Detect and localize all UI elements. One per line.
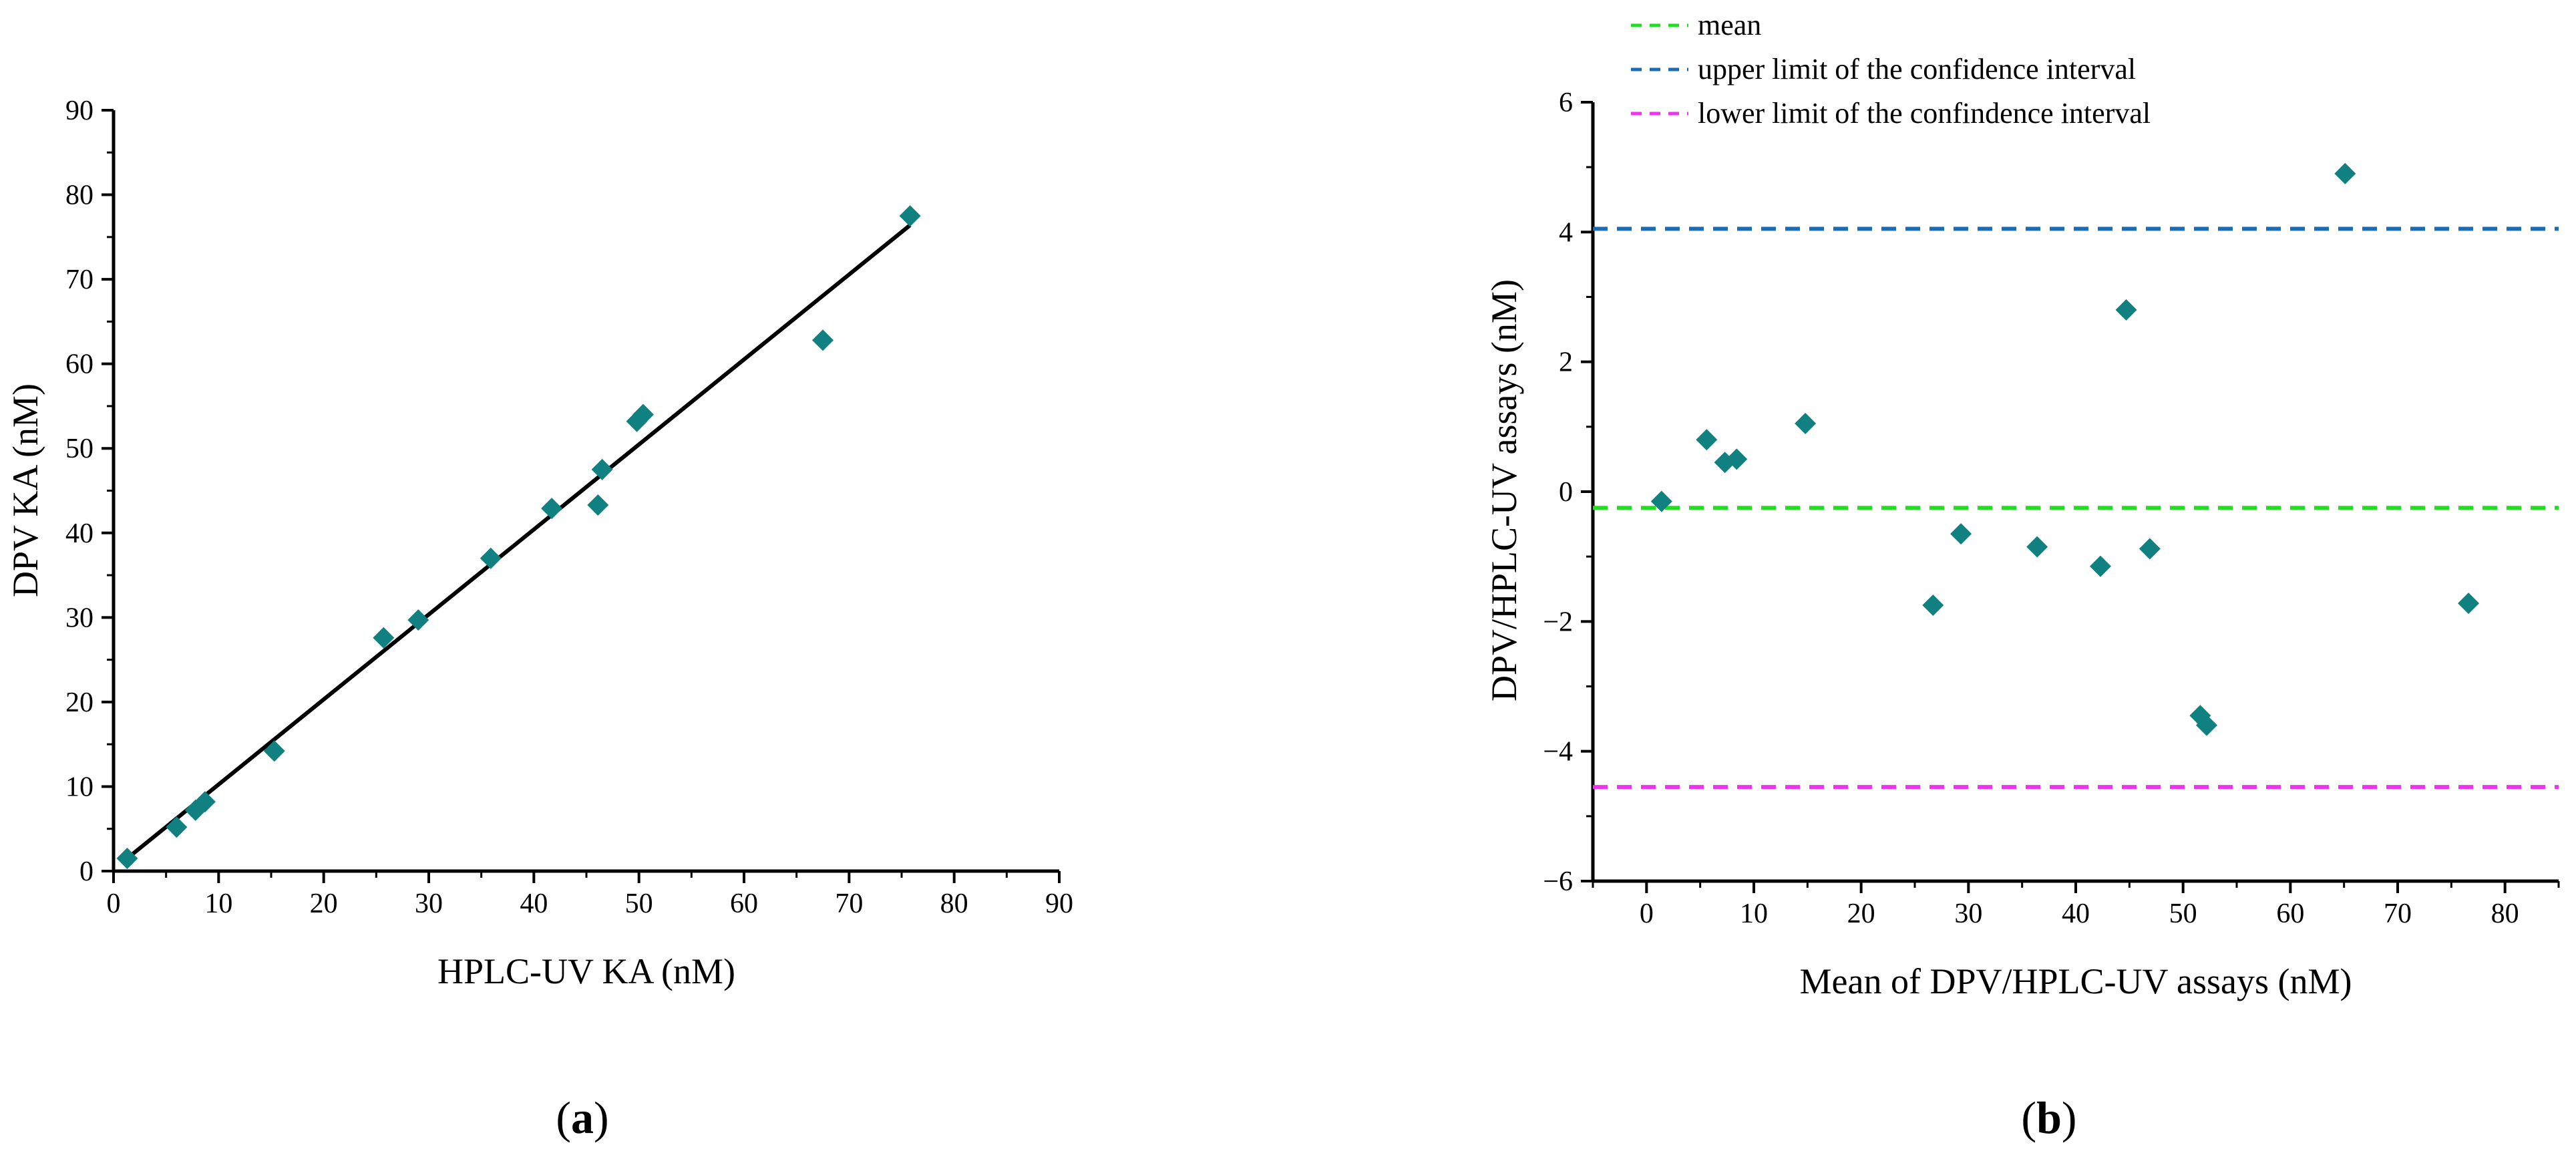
chart-a-y-tick-label: 60 xyxy=(65,349,94,380)
chart-a-panel-letter: a xyxy=(571,1092,594,1143)
chart-a-x-tick-label: 90 xyxy=(1045,888,1073,919)
chart-a-x-tick-label: 50 xyxy=(625,888,653,919)
chart-b-ticks: 0 10 20 30 40 50 60 70 80 −6 −4 −2 0 2 4 6 xyxy=(1543,88,2560,929)
chart-b-point xyxy=(2115,299,2137,321)
chart-b-point xyxy=(1696,429,1718,451)
chart-a-point xyxy=(480,547,502,569)
chart-a-y-tick-label: 70 xyxy=(65,265,94,295)
chart-b-point xyxy=(1950,523,1972,545)
chart-a-points xyxy=(116,205,921,870)
chart-a-x-tick-label: 70 xyxy=(835,888,863,919)
chart-b-y-tick-label: 2 xyxy=(1559,347,1573,378)
chart-a: 0 10 20 30 40 50 60 70 80 90 0 10 20 30 40 50 60 70 80 90 H… xyxy=(5,96,1073,1143)
chart-b-x-tick-label: 50 xyxy=(2169,898,2197,929)
chart-a-point xyxy=(632,403,654,426)
chart-a-point xyxy=(812,329,834,351)
chart-b-point xyxy=(1922,595,1944,617)
chart-a-y-label: DPV KA (nM) xyxy=(5,383,45,597)
chart-a-y-tick-label: 20 xyxy=(65,687,94,718)
chart-a-point xyxy=(263,740,285,762)
chart-a-y-tick-label: 10 xyxy=(65,772,94,802)
chart-a-y-tick-label: 90 xyxy=(65,96,94,126)
chart-b-y-tick-label: 0 xyxy=(1559,477,1573,508)
chart-b-reference-lines xyxy=(1593,226,2559,790)
chart-a-fit-line-group xyxy=(122,223,912,863)
chart-b-x-tick-label: 40 xyxy=(2062,898,2090,929)
chart-b-panel-label: (b) xyxy=(2021,1092,2076,1143)
chart-b-points xyxy=(1650,162,2480,736)
chart-b-point xyxy=(2458,593,2480,615)
chart-b-panel-letter: b xyxy=(2036,1092,2062,1143)
chart-b: 0 10 20 30 40 50 60 70 80 −6 −4 −2 0 2 4 6 mean upper l… xyxy=(1484,9,2560,1143)
chart-a-x-tick-label: 10 xyxy=(204,888,232,919)
chart-a-panel-label: (a) xyxy=(556,1092,608,1143)
chart-a-x-tick-label: 30 xyxy=(415,888,443,919)
chart-b-point xyxy=(2334,162,2356,184)
chart-b-x-tick-label: 0 xyxy=(1640,898,1654,929)
chart-b-legend: mean upper limit of the confidence inter… xyxy=(1631,9,2151,130)
chart-a-point xyxy=(373,627,395,649)
chart-b-y-tick-label: −6 xyxy=(1543,866,1573,897)
chart-b-y-tick-label: −4 xyxy=(1543,737,1573,768)
chart-a-x-tick-label: 0 xyxy=(107,888,121,919)
chart-b-x-tick-label: 70 xyxy=(2384,898,2412,929)
chart-b-x-tick-label: 10 xyxy=(1740,898,1768,929)
legend-upper-label: upper limit of the confidence interval xyxy=(1698,53,2136,86)
legend-lower-label: lower limit of the confindence interval xyxy=(1698,97,2151,130)
chart-b-y-label: DPV/HPLC-UV assays (nM) xyxy=(1484,279,1524,701)
chart-b-panel-paren-open: ( xyxy=(2021,1092,2036,1143)
chart-a-x-tick-label: 40 xyxy=(520,888,548,919)
chart-a-panel-paren-open: ( xyxy=(556,1092,571,1143)
chart-a-y-tick-label: 30 xyxy=(65,603,94,633)
chart-b-x-tick-label: 60 xyxy=(2276,898,2304,929)
chart-a-panel-paren-close: ) xyxy=(594,1092,609,1143)
chart-a-point xyxy=(591,458,613,480)
chart-a-y-tick-label: 0 xyxy=(79,856,94,887)
chart-b-panel-paren-close: ) xyxy=(2062,1092,2077,1143)
chart-a-point xyxy=(587,494,609,516)
chart-a-point xyxy=(194,791,216,813)
chart-a-y-tick-label: 40 xyxy=(65,518,94,549)
chart-b-point xyxy=(2139,538,2161,560)
chart-b-point xyxy=(2026,536,2048,558)
chart-b-y-tick-label: 6 xyxy=(1559,88,1573,118)
chart-a-point xyxy=(407,609,429,631)
chart-a-point xyxy=(899,205,921,227)
chart-b-x-tick-label: 30 xyxy=(1954,898,1982,929)
chart-b-x-tick-label: 20 xyxy=(1847,898,1875,929)
chart-a-point xyxy=(166,816,188,838)
chart-b-y-tick-label: −2 xyxy=(1543,607,1573,637)
chart-b-y-tick-label: 4 xyxy=(1559,217,1573,248)
chart-a-point xyxy=(116,848,138,870)
chart-a-y-tick-label: 80 xyxy=(65,180,94,211)
chart-a-x-label: HPLC-UV KA (nM) xyxy=(437,951,735,991)
chart-b-point xyxy=(1726,448,1748,470)
chart-a-y-tick-label: 50 xyxy=(65,434,94,464)
chart-b-x-tick-label: 80 xyxy=(2491,898,2519,929)
chart-a-ticks: 0 10 20 30 40 50 60 70 80 90 0 10 20 30 40 50 60 70 80 90 xyxy=(65,96,1073,919)
chart-b-point xyxy=(2089,555,2111,577)
chart-a-point xyxy=(541,498,563,520)
legend-mean-label: mean xyxy=(1698,9,1761,41)
chart-b-point xyxy=(1795,412,1817,434)
chart-a-x-tick-label: 20 xyxy=(310,888,338,919)
chart-b-point xyxy=(1650,490,1672,512)
chart-a-x-tick-label: 80 xyxy=(940,888,968,919)
chart-b-point xyxy=(2196,714,2218,736)
chart-a-x-tick-label: 60 xyxy=(730,888,758,919)
chart-b-x-label: Mean of DPV/HPLC-UV assays (nM) xyxy=(1800,961,2352,1001)
chart-a-fit-line xyxy=(122,223,912,863)
